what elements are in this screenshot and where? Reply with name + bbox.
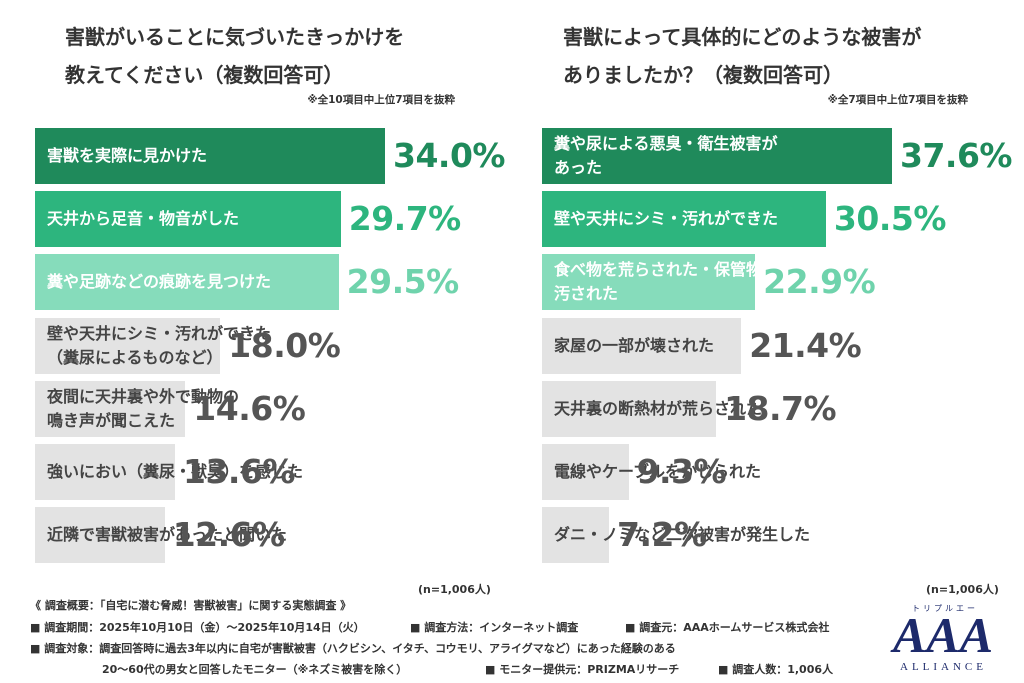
category-label: 天井から足音・物音がした: [47, 209, 240, 229]
sample-size: (n=1,006人): [926, 583, 999, 596]
category-label: 家屋の一部が壊された: [554, 335, 715, 355]
category-label: 糞や足跡などの痕跡を見つけた: [47, 272, 272, 292]
footer-count: ■ 調査人数：1,006人: [718, 663, 834, 676]
value-label: 9.3%: [636, 452, 727, 491]
value-label: 12.6%: [172, 515, 286, 555]
category-label: 食べ物を荒らされた・保管物を 汚された: [554, 260, 779, 304]
chart-title: 害獣がいることに気づいたきっかけを 教えてください（複数回答可）: [65, 25, 405, 87]
chart-note: ※全10項目中上位7項目を抜粋: [307, 94, 455, 106]
bar: [35, 380, 186, 437]
value-label: 29.5%: [346, 262, 460, 302]
category-label: 壁や天井にシミ・汚れができた （糞尿によるものなど）: [47, 323, 272, 367]
bar: [35, 507, 165, 564]
chart-title: 害獣によって具体的にどのような被害が ありましたか？（複数回答可）: [563, 25, 922, 87]
bar: [35, 444, 175, 500]
bar: [35, 317, 221, 374]
bar: [35, 128, 385, 184]
bar: [35, 254, 339, 311]
footer-target-cont: 20～60代の男女と回答したモニター（※ネズミ被害を除く）: [102, 663, 408, 676]
value-label: 34.0%: [393, 136, 506, 175]
bar: [542, 191, 826, 248]
footer-period: ■ 調査期間：2025年10月10日（金）～2025年10月14日（火）: [30, 621, 365, 634]
value-label: 7.2%: [617, 515, 707, 555]
sample-size: (n=1,006人): [418, 583, 491, 596]
footer-target: ■ 調査対象：調査回答時に過去3年以内に自宅が害獣被害（ハクビシン、イタチ、コウ…: [30, 642, 676, 655]
value-label: 18.0%: [228, 325, 341, 365]
bar: [542, 444, 629, 500]
footer-method: ■ 調査方法：インターネット調査: [410, 621, 579, 634]
bar: [542, 254, 756, 311]
logo-mark: AAA: [893, 607, 994, 663]
value-label: 14.6%: [193, 388, 306, 428]
footer-source: ■ 調査元：AAAホームサービス株式会社: [625, 621, 830, 634]
category-label: 夜間に天井裏や外で動物の 鳴き声が聞こえた: [47, 386, 240, 430]
category-label: 害獣を実際に見かけた: [47, 146, 208, 165]
value-label: 21.4%: [749, 325, 862, 365]
value-label: 30.5%: [833, 199, 947, 239]
category-label: 電線やケーブルをかじられた: [554, 462, 762, 481]
category-label: 糞や尿による悪臭・衛生被害が あった: [554, 134, 778, 177]
bar: [542, 128, 892, 184]
bar: [35, 191, 341, 248]
value-label: 18.7%: [724, 388, 837, 428]
footer-provider: ■ モニター提供元：PRIZMAリサーチ: [485, 663, 680, 676]
category-label: ダニ・ノミなど二次被害が発生した: [554, 525, 811, 545]
chart-note: ※全7項目中上位7項目を抜粋: [827, 94, 968, 106]
logo-kana: トリプルエー: [912, 604, 978, 613]
value-label: 22.9%: [763, 262, 876, 302]
value-label: 37.6%: [900, 136, 1013, 175]
logo-name: ALLIANCE: [900, 661, 987, 673]
category-label: 強いにおい（糞尿・獣臭）を感じた: [47, 462, 304, 481]
category-label: 近隣で害獣被害があったと聞いた: [47, 525, 288, 545]
category-label: 天井裏の断熱材が荒らされた: [554, 398, 763, 418]
value-label: 29.7%: [348, 199, 462, 239]
bar: [542, 317, 742, 374]
category-label: 壁や天井にシミ・汚れができた: [554, 209, 779, 229]
footer-heading: 《 調査概要：「自宅に潜む脅威！害獣被害」に関する実態調査 》: [30, 599, 352, 612]
bar: [542, 380, 717, 437]
value-label: 13.6%: [183, 452, 296, 491]
bar: [542, 507, 610, 564]
